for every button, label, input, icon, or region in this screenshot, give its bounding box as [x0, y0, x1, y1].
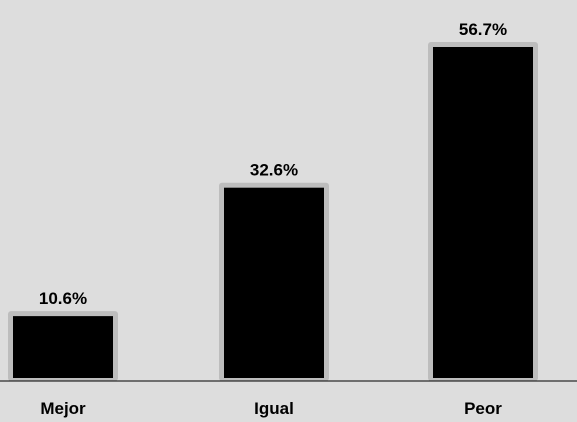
category-label-igual: Igual — [254, 399, 294, 418]
value-label-peor: 56.7% — [459, 20, 507, 39]
category-label-peor: Peor — [464, 399, 502, 418]
category-label-mejor: Mejor — [40, 399, 86, 418]
bar-igual — [224, 187, 324, 378]
category-labels-group: Mejor Igual Peor — [40, 399, 502, 418]
bars-group — [8, 42, 538, 381]
value-label-mejor: 10.6% — [39, 289, 87, 308]
bar-mejor — [13, 316, 113, 378]
bar-peor — [433, 47, 533, 378]
value-labels-group: 10.6% 32.6% 56.7% — [39, 20, 507, 308]
value-label-igual: 32.6% — [250, 161, 298, 180]
